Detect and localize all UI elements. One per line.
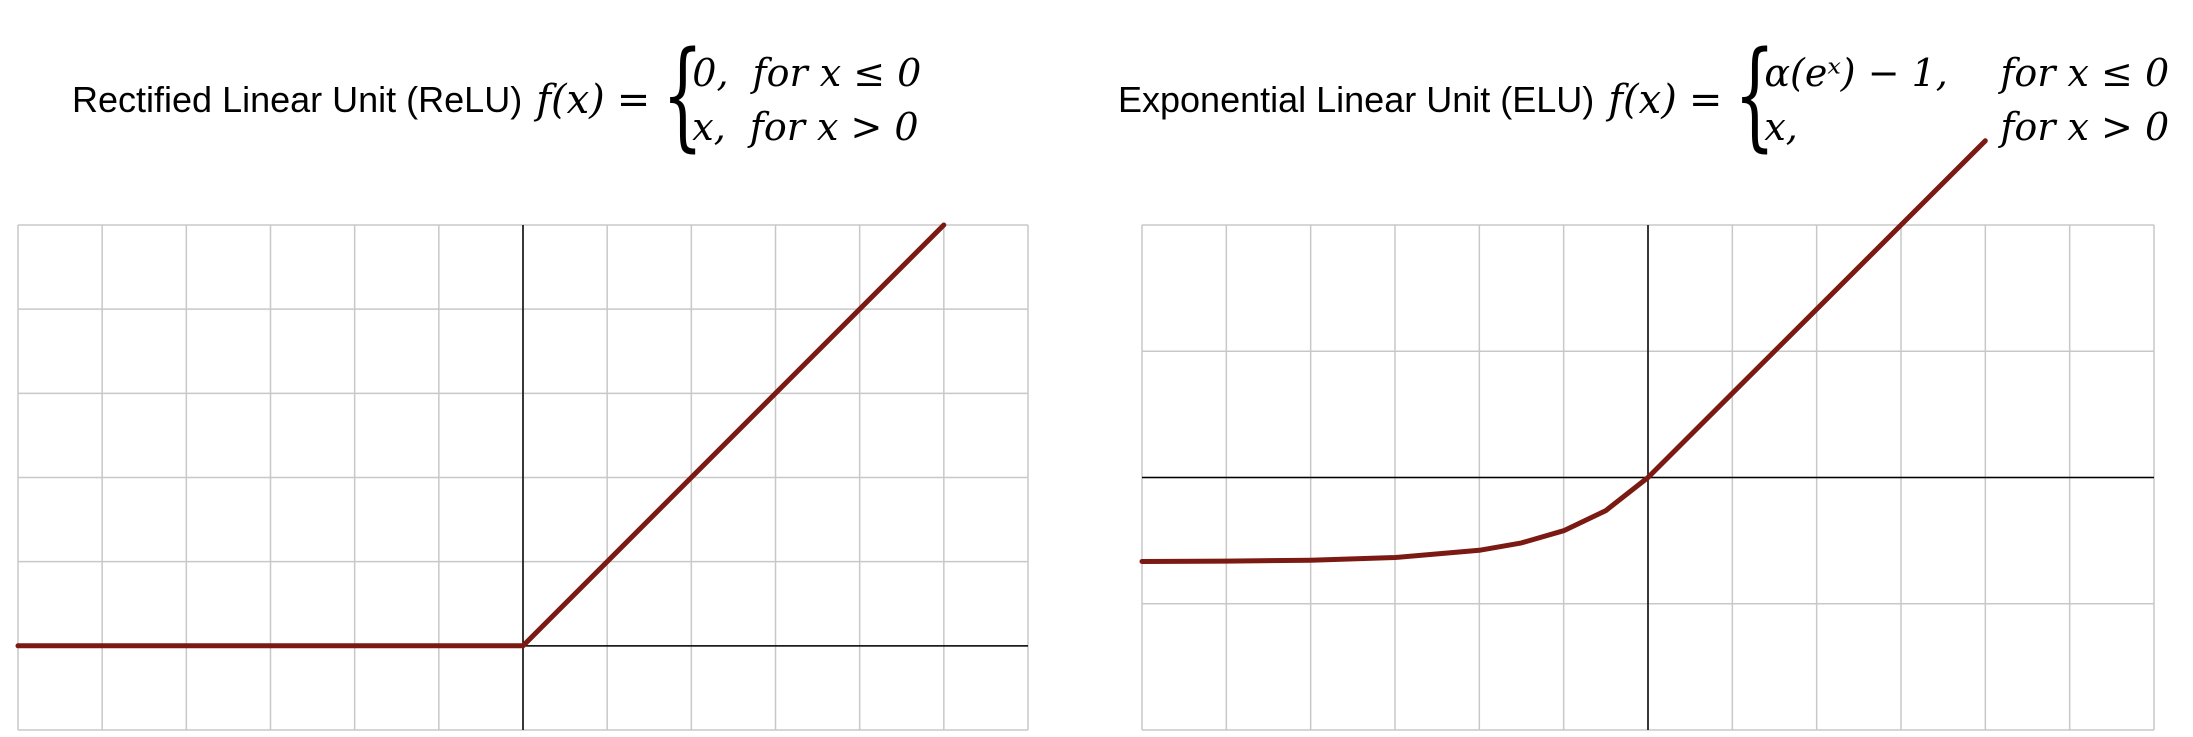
elu-series-0-line [1139, 138, 1988, 564]
relu-series-0-line [15, 222, 947, 649]
elu-fx: f(x) [1608, 77, 1677, 123]
elu-case2-expr: x, [1764, 105, 1798, 149]
elu-panel: Exponential Linear Unit (ELU) f(x) = { α… [1100, 0, 2193, 737]
elu-case-1: α(eˣ) − 1, for x ≤ 0 [1764, 46, 2169, 100]
elu-equals: = [1688, 77, 1723, 123]
relu-title: Rectified Linear Unit (ReLU) [72, 79, 523, 120]
relu-case1-cond: for x ≤ 0 [752, 51, 922, 95]
relu-cases: 0, for x ≤ 0 x, for x > 0 [692, 46, 921, 154]
relu-panel: Rectified Linear Unit (ReLU) f(x) = { 0,… [72, 35, 921, 160]
elu-case1-expr: α(eˣ) − 1, [1764, 51, 1948, 95]
elu-case-2: x, for x > 0 [1764, 100, 2169, 154]
elu-case1-cond: for x ≤ 0 [2000, 51, 2170, 95]
elu-title: Exponential Linear Unit (ELU) [1118, 79, 1595, 120]
elu-cases: α(eˣ) − 1, for x ≤ 0 x, for x > 0 [1764, 46, 2169, 154]
elu-brace: { [1734, 25, 1776, 163]
relu-equals: = [616, 77, 651, 123]
relu-brace: { [662, 25, 704, 163]
relu-case2-cond: for x > 0 [749, 105, 919, 149]
elu-chart [1139, 138, 2155, 731]
elu-case2-cond: for x > 0 [2000, 105, 2170, 149]
relu-case-2: x, for x > 0 [692, 100, 921, 154]
relu-fx: f(x) [536, 77, 605, 123]
relu-formula: Rectified Linear Unit (ReLU) f(x) = { 0,… [72, 35, 921, 160]
relu-case-1: 0, for x ≤ 0 [692, 46, 921, 100]
relu-case2-expr: x, [692, 105, 726, 149]
relu-chart [15, 222, 1029, 731]
relu-case1-expr: 0, [692, 51, 729, 95]
elu-formula: Exponential Linear Unit (ELU) f(x) = { α… [1118, 35, 2169, 160]
